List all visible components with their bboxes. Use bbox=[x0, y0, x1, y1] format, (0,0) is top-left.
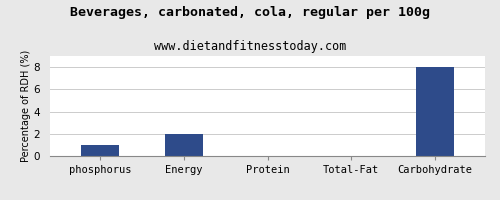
Text: Beverages, carbonated, cola, regular per 100g: Beverages, carbonated, cola, regular per… bbox=[70, 6, 430, 19]
Bar bbox=[82, 145, 119, 156]
Bar bbox=[416, 67, 454, 156]
Y-axis label: Percentage of RDH (%): Percentage of RDH (%) bbox=[21, 50, 31, 162]
Bar bbox=[165, 134, 202, 156]
Text: www.dietandfitnesstoday.com: www.dietandfitnesstoday.com bbox=[154, 40, 346, 53]
